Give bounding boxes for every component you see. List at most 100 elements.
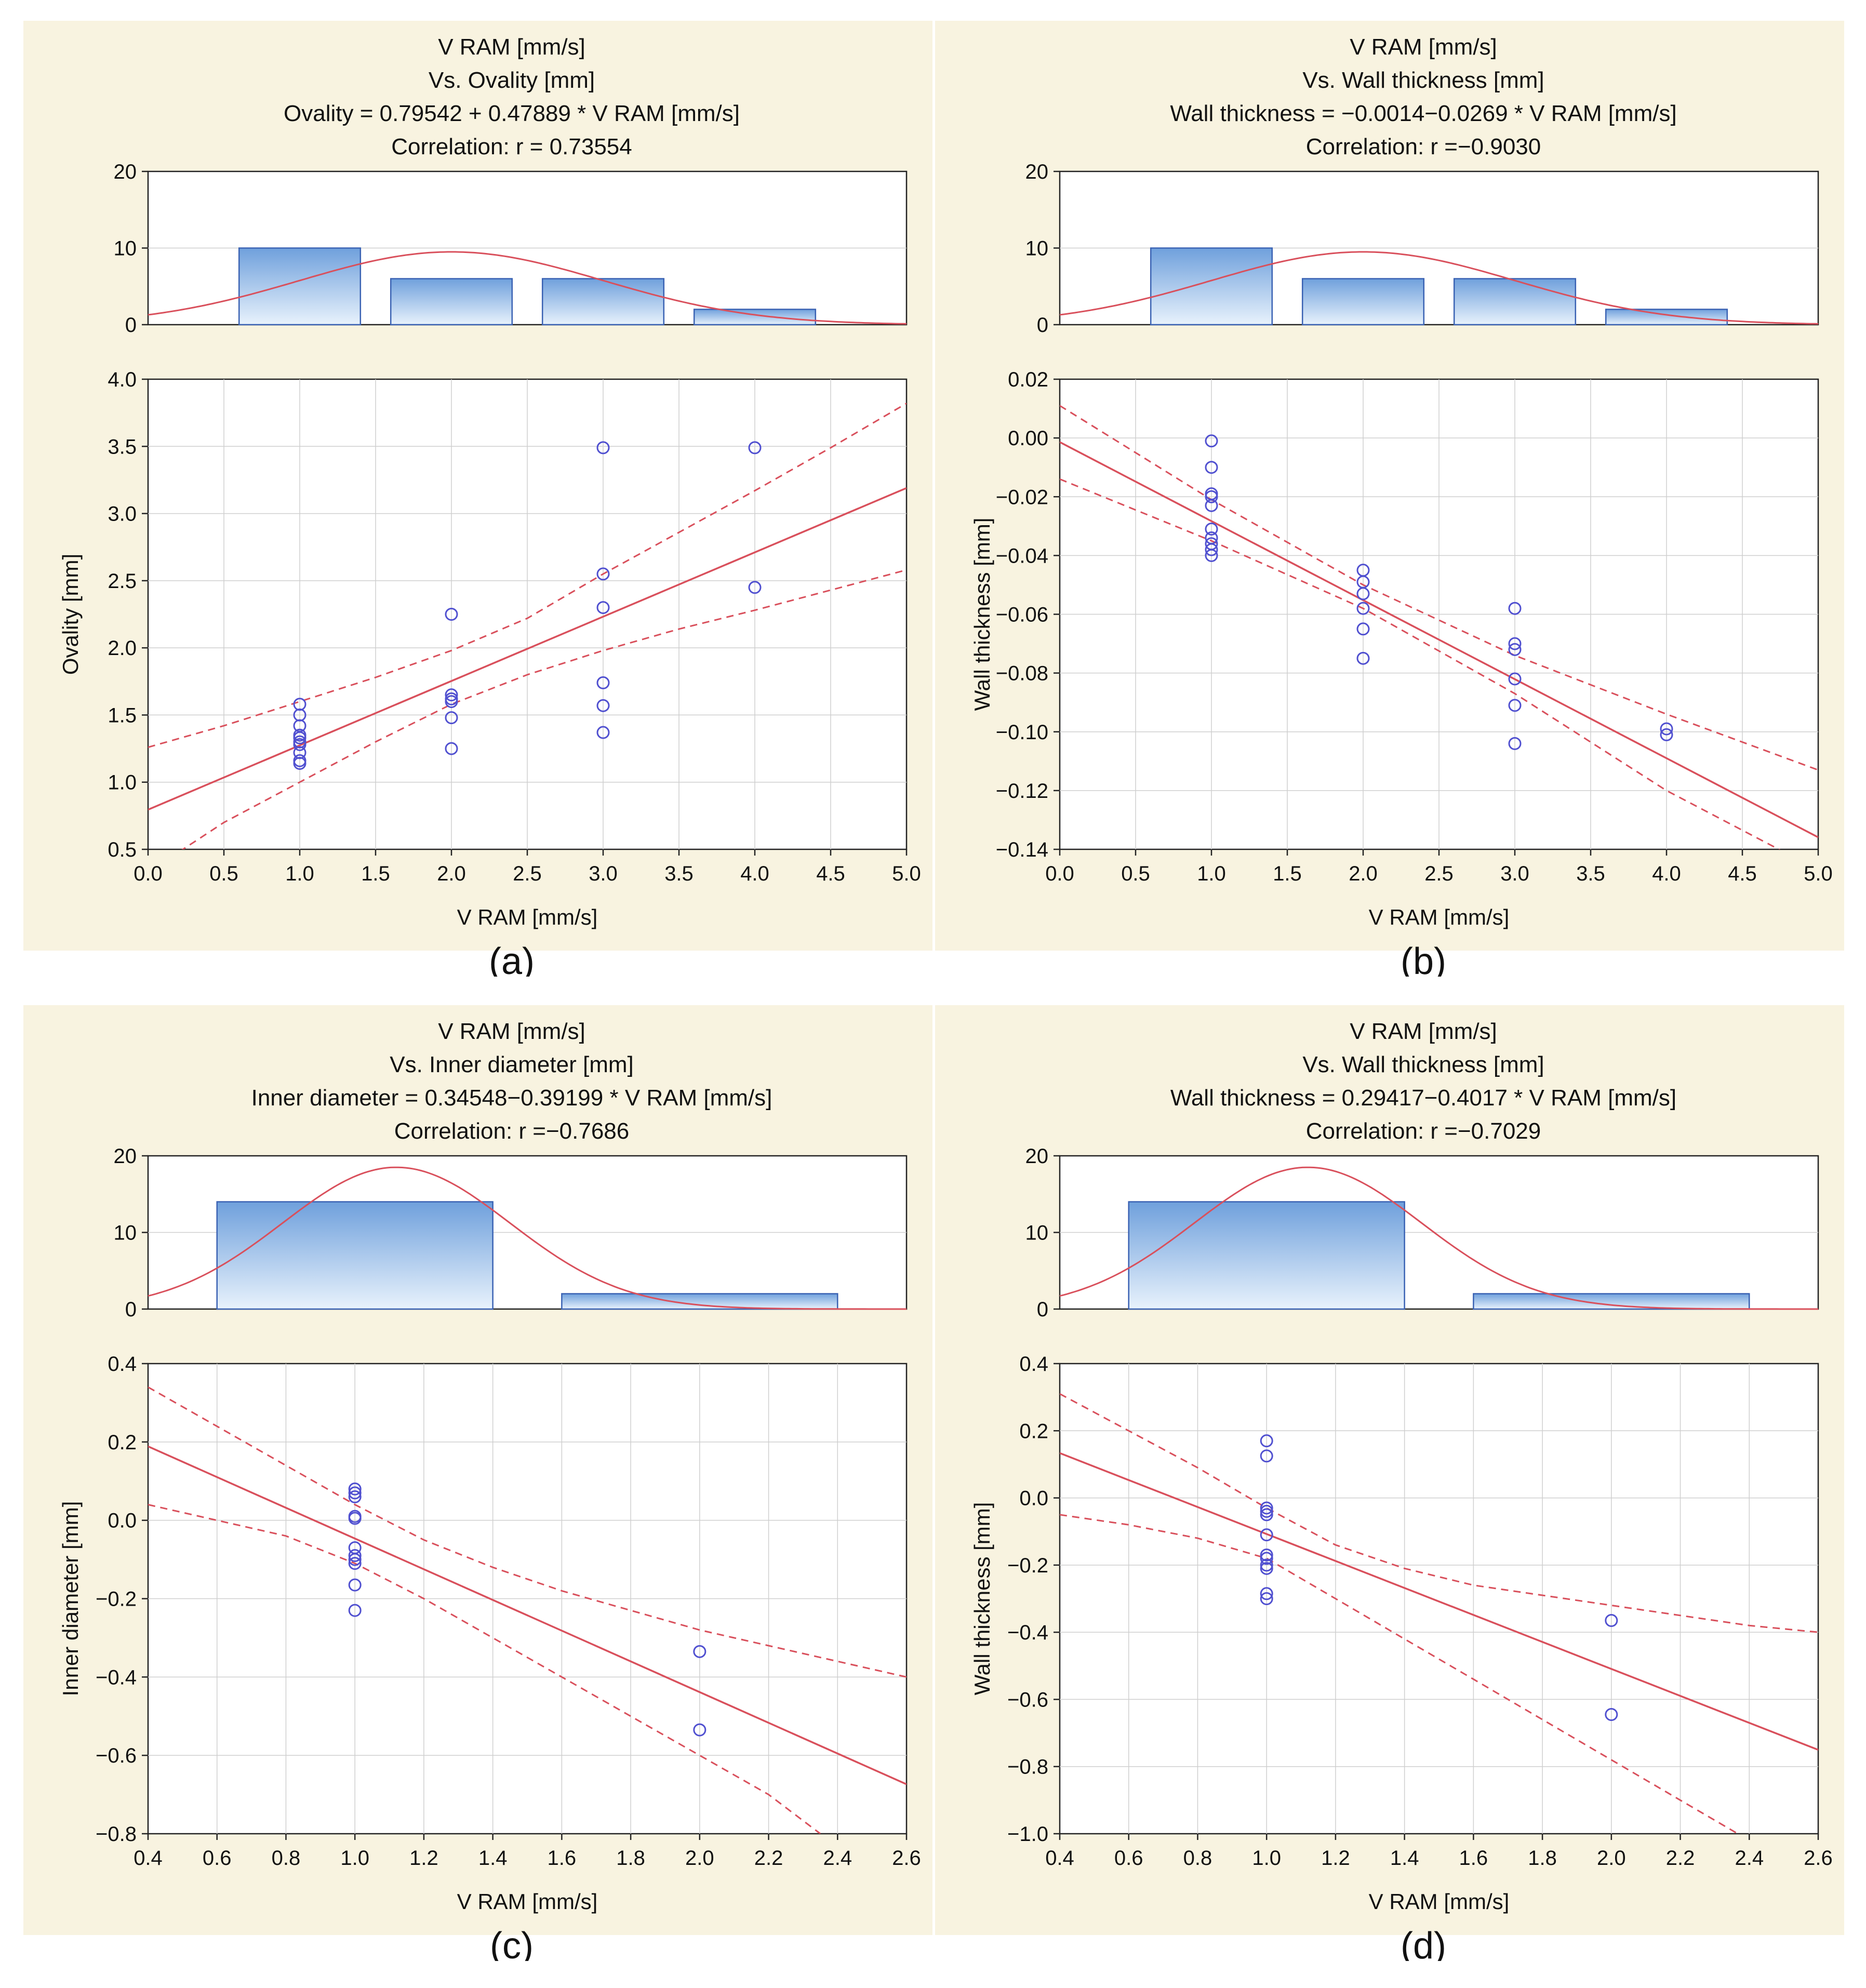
y-tick-label: −0.6 — [96, 1744, 137, 1767]
x-tick-label: 2.5 — [1424, 862, 1454, 885]
data-point — [1260, 1562, 1273, 1575]
data-point — [1260, 1558, 1273, 1572]
y-tick-label: −0.14 — [996, 838, 1048, 861]
data-point — [1205, 499, 1218, 512]
chart-title-line: V RAM [mm/s] — [1350, 34, 1497, 60]
x-tick-label: 2.4 — [1735, 1847, 1764, 1870]
hist-y-tick-label: 20 — [1025, 1145, 1049, 1168]
chart-svg-d: V RAM [mm/s] Vs. Wall thickness [mm] Wall … — [935, 1005, 1844, 1961]
data-point — [748, 441, 762, 455]
x-tick-label: 1.6 — [1459, 1847, 1488, 1870]
data-point — [1508, 699, 1522, 712]
chart-title-line: Ovality = 0.79542 + 0.47889 * V RAM [mm/… — [284, 101, 740, 126]
y-tick-label: −0.04 — [996, 544, 1048, 567]
y-tick-label: 3.0 — [108, 503, 137, 526]
histogram-bar — [390, 278, 513, 326]
data-point — [348, 1490, 362, 1503]
y-tick-label: −0.10 — [996, 721, 1048, 744]
x-tick-label: 1.0 — [285, 862, 314, 885]
x-tick-label: 1.2 — [1321, 1847, 1350, 1870]
x-tick-label: 0.5 — [209, 862, 238, 885]
histogram-bar — [541, 278, 665, 326]
data-point — [1605, 1708, 1618, 1722]
y-axis-label: Wall thickness [mm] — [970, 1502, 994, 1696]
y-tick-label: 0.00 — [1008, 427, 1048, 450]
hist-y-tick-label: 20 — [1025, 161, 1049, 183]
chart-title-line: Vs. Ovality [mm] — [429, 68, 595, 93]
y-tick-label: −0.02 — [996, 486, 1048, 509]
y-tick-label: 2.5 — [108, 570, 137, 593]
x-tick-label: 1.5 — [1273, 862, 1302, 885]
y-axis-label: Inner diameter [mm] — [58, 1501, 83, 1697]
data-point — [748, 581, 762, 594]
data-point — [348, 1578, 362, 1592]
histogram-bar — [1453, 278, 1577, 326]
data-point — [1260, 1587, 1273, 1600]
data-point — [1205, 522, 1218, 536]
data-point — [348, 1553, 362, 1566]
x-tick-label: 1.4 — [478, 1847, 508, 1870]
hist-y-tick-label: 20 — [114, 161, 137, 183]
y-tick-label: 0.02 — [1008, 368, 1048, 391]
y-tick-label: 3.5 — [108, 435, 137, 458]
confidence-band-upper — [148, 403, 907, 748]
x-axis-label: V RAM [mm/s] — [1369, 1889, 1510, 1914]
y-axis-label: Ovality [mm] — [58, 554, 83, 675]
hist-y-tick-label: 0 — [125, 1298, 137, 1321]
data-point — [445, 608, 458, 621]
y-tick-label: −0.12 — [996, 780, 1048, 803]
chart-panel-b: V RAM [mm/s] Vs. Wall thickness [mm] Wall … — [935, 21, 1844, 977]
x-axis-label: V RAM [mm/s] — [1369, 905, 1510, 929]
data-point — [1508, 643, 1522, 656]
x-tick-label: 2.0 — [1597, 1847, 1626, 1870]
y-tick-label: 4.0 — [108, 368, 137, 391]
y-tick-label: −0.2 — [96, 1588, 137, 1611]
confidence-band-lower — [181, 569, 907, 849]
data-point — [1356, 622, 1370, 636]
x-tick-label: 1.0 — [340, 1847, 369, 1870]
regression-line — [148, 1445, 907, 1785]
chart-title-line: Correlation: r = 0.73554 — [391, 134, 632, 159]
data-point — [293, 754, 306, 767]
x-tick-label: 0.0 — [1045, 862, 1074, 885]
data-point — [1508, 672, 1522, 686]
scatter-plot-area — [148, 403, 907, 849]
data-point — [596, 441, 610, 455]
data-point — [1356, 602, 1370, 615]
y-tick-label: 0.0 — [108, 1510, 137, 1532]
confidence-band-upper — [1060, 1393, 1818, 1633]
data-point — [596, 726, 610, 739]
regression-line — [1060, 441, 1818, 838]
panel-label: (c) — [490, 1925, 534, 1961]
data-point — [596, 567, 610, 581]
chart-panel-d: V RAM [mm/s] Vs. Wall thickness [mm] Wall … — [935, 1005, 1844, 1961]
panel-label: (d) — [1401, 1925, 1446, 1961]
y-tick-label: 1.0 — [108, 771, 137, 794]
data-point — [293, 698, 306, 711]
hist-y-tick-label: 20 — [114, 1145, 137, 1168]
chart-title-line: Correlation: r =−0.9030 — [1306, 134, 1541, 159]
data-point — [1205, 543, 1218, 556]
y-tick-label: 0.2 — [1019, 1420, 1048, 1443]
x-tick-label: 5.0 — [892, 862, 921, 885]
regression-line — [148, 487, 907, 811]
data-point — [596, 601, 610, 615]
x-tick-label: 1.5 — [361, 862, 390, 885]
data-point — [1356, 651, 1370, 665]
data-point — [596, 699, 610, 712]
chart-title-line: Correlation: r =−0.7029 — [1306, 1118, 1541, 1144]
x-tick-label: 0.4 — [1045, 1847, 1074, 1870]
data-point — [1205, 434, 1218, 448]
data-point — [1260, 1548, 1273, 1562]
chart-title-line: Vs. Inner diameter [mm] — [390, 1052, 633, 1077]
data-point — [693, 1723, 707, 1737]
data-point — [1508, 737, 1522, 750]
chart-svg-a: V RAM [mm/s] Vs. Ovality [mm] Ovality = 0.… — [23, 21, 932, 977]
data-point — [1660, 728, 1673, 741]
scatter-plot-area — [148, 1386, 907, 1834]
normal-curve — [148, 251, 907, 325]
chart-title-line: V RAM [mm/s] — [438, 34, 585, 60]
x-tick-label: 1.8 — [1528, 1847, 1557, 1870]
x-tick-label: 4.0 — [1652, 862, 1681, 885]
histogram-bar — [1605, 309, 1728, 326]
